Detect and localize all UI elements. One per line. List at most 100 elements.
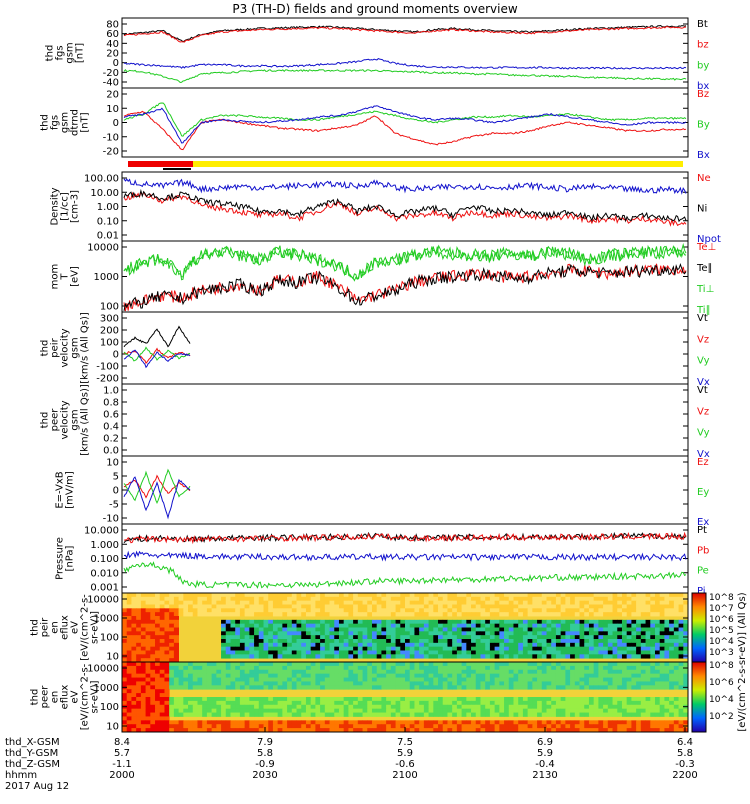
spectrogram-cell xyxy=(258,665,264,671)
spectrogram-cell xyxy=(334,604,340,609)
spectrogram-cell xyxy=(423,697,429,702)
spectrogram-cell xyxy=(348,669,354,675)
spectrogram-cell xyxy=(593,724,599,729)
spectrogram-cell xyxy=(645,700,651,706)
spectrogram-cell xyxy=(348,724,354,729)
spectrogram-cell xyxy=(268,608,274,613)
spectrogram-cell xyxy=(456,608,462,613)
spectrogram-cell xyxy=(216,608,222,613)
spectrogram-cell xyxy=(192,712,198,717)
spectrogram-cell xyxy=(235,681,241,686)
spectrogram-cell xyxy=(324,712,330,717)
spectrogram-cell xyxy=(617,627,623,632)
spectrogram-cell xyxy=(588,677,595,682)
spectrogram-cell xyxy=(513,700,519,706)
spectrogram-cell xyxy=(537,728,543,733)
spectrogram-cell xyxy=(508,635,514,640)
spectrogram-cell xyxy=(574,646,580,651)
spectrogram-cell xyxy=(541,685,547,690)
spectrogram-cell xyxy=(202,673,208,678)
spectrogram-cell xyxy=(136,673,142,678)
spectrogram-cell xyxy=(603,700,609,706)
series-efield-0 xyxy=(123,474,191,499)
spectrogram-cell xyxy=(221,673,227,678)
spectrogram-cell xyxy=(140,627,146,632)
spectrogram-cell xyxy=(386,708,392,713)
ylabel-line: [km/s (All Qs)] xyxy=(80,384,91,456)
spectrogram-cell xyxy=(258,704,264,710)
spectrogram-cell xyxy=(131,627,137,632)
spectrogram-cell xyxy=(390,593,396,598)
spectrogram-cell xyxy=(400,619,406,625)
spectrogram-cell xyxy=(150,646,156,651)
spectrogram-cell xyxy=(442,724,448,729)
spectrogram-cell xyxy=(461,623,467,628)
spectrogram-cell xyxy=(626,681,632,686)
spectrogram-cell xyxy=(480,619,486,625)
spectrogram-cell xyxy=(320,604,326,609)
spectrogram-cell xyxy=(206,677,213,682)
spectrogram-cell xyxy=(230,631,236,636)
spectrogram-cell xyxy=(664,639,670,644)
spectrogram-cell xyxy=(659,635,665,640)
spectrogram-cell xyxy=(537,619,543,625)
spectrogram-cell xyxy=(508,708,514,713)
spectrogram-cell xyxy=(173,685,179,690)
spectrogram-cell xyxy=(489,608,496,613)
spectrogram-cell xyxy=(136,616,142,621)
spectrogram-cell xyxy=(287,724,293,729)
spectrogram-cell xyxy=(188,724,194,729)
spectrogram-cell xyxy=(433,604,439,609)
spectrogram-cell xyxy=(140,604,146,609)
spectrogram-cell xyxy=(513,662,519,667)
spectrogram-cell xyxy=(494,646,500,651)
spectrogram-cell xyxy=(367,704,373,710)
spectrogram-cell xyxy=(438,631,444,636)
spectrogram-cell xyxy=(565,635,571,640)
spectrogram-cell xyxy=(357,685,363,690)
spectrogram-cell xyxy=(386,593,392,598)
spectrogram-cell xyxy=(518,646,524,651)
spectrogram-cell xyxy=(155,689,161,694)
spectrogram-cell xyxy=(475,608,481,613)
spectrogram-cell xyxy=(353,596,359,602)
spectrogram-cell xyxy=(310,604,316,609)
spectrogram-cell xyxy=(560,596,566,602)
spectrogram-cell xyxy=(471,665,477,671)
spectrogram-cell xyxy=(452,619,458,625)
spectrogram-cell xyxy=(188,662,194,667)
spectrogram-cell xyxy=(371,669,378,675)
spectrogram-cell xyxy=(414,720,420,725)
spectrogram-cell xyxy=(353,681,359,686)
spectrogram-cell xyxy=(442,685,448,690)
spectrogram-cell xyxy=(598,665,604,671)
legend-fgs_gse_detrend-2: Bx xyxy=(697,150,710,161)
spectrogram-cell xyxy=(447,642,453,648)
spectrogram-cell xyxy=(513,654,519,659)
spectrogram-cell xyxy=(197,677,203,682)
spectrogram-cell xyxy=(428,685,434,690)
spectrogram-cell xyxy=(414,677,420,682)
spectrogram-cell xyxy=(287,604,293,609)
spectrogram-cell xyxy=(136,596,142,602)
spectrogram-cell xyxy=(475,650,481,655)
spectrogram-cell xyxy=(362,697,368,702)
spectrogram-cell xyxy=(390,619,396,625)
spectrogram-cell xyxy=(310,697,316,702)
spectrogram-cell xyxy=(570,685,576,690)
spectrogram-cell xyxy=(669,697,675,702)
spectrogram-cell xyxy=(438,700,444,706)
spectrogram-cell xyxy=(546,654,552,659)
spectrogram-cell xyxy=(126,708,132,713)
spectrogram-cell xyxy=(584,712,590,717)
spectrogram-cell xyxy=(192,662,198,667)
spectrogram-cell xyxy=(282,623,288,628)
spectrogram-cell xyxy=(532,650,538,655)
spectrogram-cell xyxy=(452,700,458,706)
spectrogram-cell xyxy=(414,665,420,671)
spectrogram-cell xyxy=(320,708,326,713)
spectrogram-cell xyxy=(282,635,288,640)
spectrogram-cell xyxy=(197,665,203,671)
spectrogram-cell xyxy=(282,639,288,644)
spectrogram-cell xyxy=(555,608,562,613)
